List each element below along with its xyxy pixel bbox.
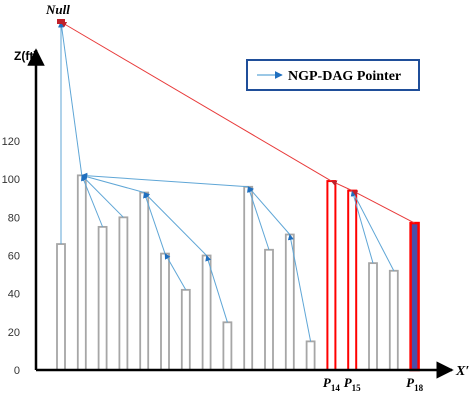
bar-7 [180, 288, 191, 371]
bar-1 [56, 243, 66, 371]
null-node [57, 19, 65, 24]
blue-pointer-3-to-2 [81, 174, 104, 228]
red-pointer-14-to-null [60, 21, 332, 182]
blue-pointer-9-to-8 [205, 254, 228, 323]
x-axis-label: X′ [455, 364, 469, 379]
blue-pointer-2-to-null [58, 21, 83, 176]
bar-2 [76, 174, 87, 371]
bar-9 [222, 321, 233, 371]
bar-18 [409, 221, 420, 372]
y-axis-label: Z(ft) [14, 49, 37, 63]
blue-pointer-17-to-15 [351, 190, 395, 271]
y-tick-100: 100 [2, 174, 20, 186]
bar-13 [305, 340, 316, 371]
blue-pointer-10-to-2 [81, 172, 249, 188]
null-label: Null [45, 2, 70, 17]
blue-pointer-8-to-5 [143, 192, 207, 256]
p-label-15: P15 [344, 375, 361, 393]
bar-16 [368, 262, 378, 371]
y-tick-0: 0 [14, 365, 20, 377]
red-pointer-15-to-14 [330, 180, 353, 192]
bar-4 [118, 216, 129, 371]
p-labels: P14 P15 P18 [323, 375, 424, 393]
bar-14 [326, 180, 337, 371]
blue-pointer-6-to-5 [143, 191, 166, 254]
p-label-14: P14 [323, 375, 340, 393]
bar-12 [284, 233, 295, 371]
pointer-layer [58, 21, 415, 342]
y-tick-80: 80 [8, 212, 20, 224]
red-pointer-18-to-15 [351, 190, 415, 224]
blue-pointer-16-to-15 [350, 190, 374, 264]
legend-label: NGP-DAG Pointer [288, 69, 401, 84]
y-tick-120: 120 [2, 136, 20, 148]
bar-8 [201, 254, 212, 371]
p-label-18: P18 [406, 375, 423, 393]
y-tick-labels: 0 20 40 60 80 100 120 [2, 136, 20, 377]
bar-11 [264, 248, 274, 371]
bar-6 [160, 252, 170, 371]
bar-10 [243, 185, 254, 371]
blue-pointer-13-to-12 [287, 233, 312, 342]
blue-pointer-12-to-10 [247, 186, 291, 235]
blue-pointer-4-to-2 [81, 174, 124, 218]
blue-pointer-11-to-10 [247, 186, 270, 250]
legend: NGP-DAG Pointer [246, 59, 420, 91]
y-tick-60: 60 [8, 251, 20, 263]
bar-3 [97, 225, 108, 371]
y-tick-40: 40 [8, 289, 20, 301]
blue-pointer-7-to-6 [164, 253, 187, 291]
bar-5 [139, 191, 150, 371]
blue-pointer-5-to-2 [81, 173, 145, 194]
bar-15 [347, 189, 358, 371]
bar-17 [388, 269, 399, 371]
y-tick-20: 20 [8, 327, 20, 339]
